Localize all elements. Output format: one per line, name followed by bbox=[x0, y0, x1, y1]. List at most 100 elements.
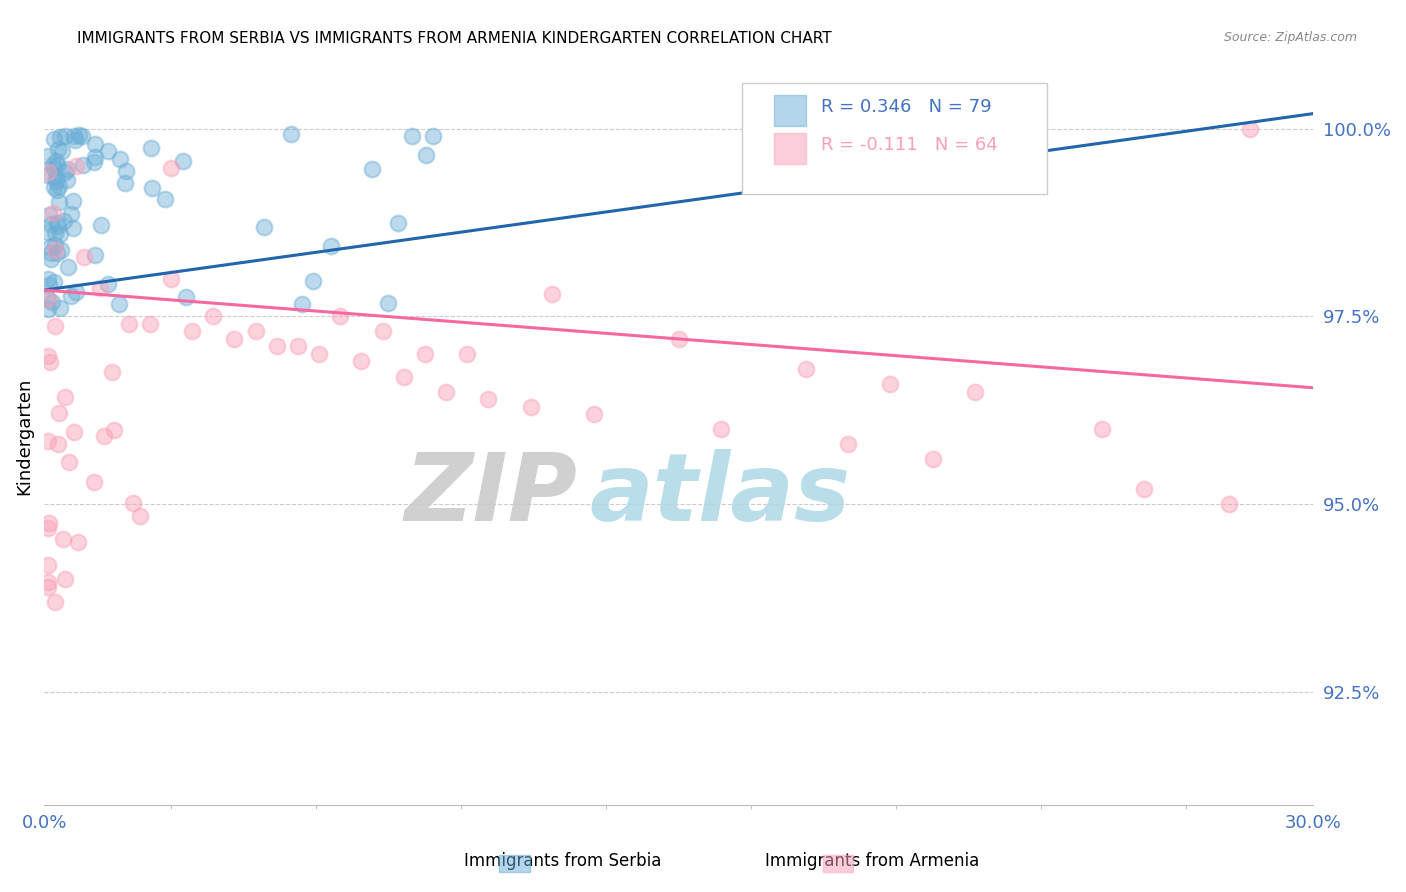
Point bbox=[308, 347, 330, 361]
Text: ZIP: ZIP bbox=[405, 450, 576, 541]
Point bbox=[58, 455, 80, 469]
Text: Immigrants from Armenia: Immigrants from Armenia bbox=[765, 852, 979, 870]
Point bbox=[72, 158, 94, 172]
Point bbox=[60, 207, 83, 221]
Point bbox=[160, 161, 183, 176]
Point bbox=[45, 174, 67, 188]
Point bbox=[519, 400, 541, 414]
Point bbox=[121, 496, 143, 510]
Point bbox=[329, 310, 352, 324]
Point bbox=[371, 325, 394, 339]
Point bbox=[70, 129, 93, 144]
Point bbox=[837, 437, 859, 451]
Point bbox=[921, 452, 943, 467]
Point bbox=[42, 205, 65, 219]
Point bbox=[51, 144, 73, 158]
Point bbox=[37, 575, 59, 590]
Point bbox=[42, 158, 65, 172]
Point bbox=[45, 153, 67, 168]
Point bbox=[1239, 121, 1261, 136]
Point bbox=[62, 194, 84, 208]
Point bbox=[1218, 497, 1240, 511]
Point bbox=[66, 534, 89, 549]
Point bbox=[42, 276, 65, 290]
Point bbox=[387, 216, 409, 230]
Point bbox=[83, 475, 105, 489]
Point bbox=[422, 129, 444, 144]
Point bbox=[37, 301, 59, 316]
Point bbox=[401, 129, 423, 144]
Point bbox=[67, 128, 90, 142]
Point bbox=[118, 317, 141, 331]
Point bbox=[37, 168, 59, 182]
Point bbox=[141, 180, 163, 194]
Point bbox=[350, 354, 373, 368]
FancyBboxPatch shape bbox=[742, 83, 1046, 194]
Point bbox=[101, 365, 124, 379]
Point bbox=[1133, 482, 1156, 496]
Point bbox=[181, 325, 204, 339]
Point bbox=[42, 161, 65, 176]
Y-axis label: Kindergarten: Kindergarten bbox=[15, 378, 32, 495]
Point bbox=[44, 131, 66, 145]
Point bbox=[103, 423, 125, 437]
Text: Source: ZipAtlas.com: Source: ZipAtlas.com bbox=[1223, 31, 1357, 45]
Point bbox=[83, 155, 105, 169]
Point bbox=[794, 362, 817, 376]
Point bbox=[89, 281, 111, 295]
Point bbox=[37, 272, 59, 286]
Point bbox=[319, 239, 342, 253]
Point bbox=[37, 580, 59, 594]
Point bbox=[174, 290, 197, 304]
Point bbox=[266, 339, 288, 353]
Point bbox=[291, 296, 314, 310]
Point bbox=[55, 172, 77, 186]
Point bbox=[37, 434, 59, 448]
Text: IMMIGRANTS FROM SERBIA VS IMMIGRANTS FROM ARMENIA KINDERGARTEN CORRELATION CHART: IMMIGRANTS FROM SERBIA VS IMMIGRANTS FRO… bbox=[77, 31, 832, 46]
Point bbox=[45, 216, 67, 230]
Point bbox=[963, 384, 986, 399]
Point bbox=[73, 250, 96, 264]
Point bbox=[37, 349, 59, 363]
Point bbox=[38, 208, 60, 222]
Point bbox=[44, 226, 66, 240]
Point bbox=[41, 294, 63, 309]
Point bbox=[202, 310, 225, 324]
Point bbox=[37, 165, 59, 179]
Point bbox=[97, 144, 120, 158]
Point bbox=[39, 246, 62, 260]
Point bbox=[668, 332, 690, 346]
Point bbox=[245, 325, 267, 339]
Point bbox=[39, 217, 62, 231]
Point bbox=[48, 219, 70, 233]
Point bbox=[139, 141, 162, 155]
Point bbox=[44, 243, 66, 257]
Point bbox=[160, 272, 183, 286]
Point bbox=[37, 225, 59, 239]
Point bbox=[710, 422, 733, 436]
Point bbox=[83, 136, 105, 151]
Point bbox=[93, 429, 115, 443]
Point bbox=[128, 509, 150, 524]
Point bbox=[38, 516, 60, 530]
Point bbox=[139, 317, 162, 331]
Point bbox=[37, 149, 59, 163]
Point bbox=[49, 244, 72, 258]
Point bbox=[108, 297, 131, 311]
Point bbox=[65, 285, 87, 300]
Point bbox=[45, 170, 67, 185]
Point bbox=[52, 532, 75, 546]
Bar bbox=[773, 133, 806, 164]
Point bbox=[361, 161, 384, 176]
Point bbox=[83, 248, 105, 262]
Point bbox=[90, 219, 112, 233]
Point bbox=[44, 237, 66, 252]
Point bbox=[55, 165, 77, 179]
Point bbox=[434, 384, 457, 399]
Point bbox=[53, 390, 76, 404]
Text: R = 0.346   N = 79: R = 0.346 N = 79 bbox=[821, 98, 991, 116]
Point bbox=[48, 195, 70, 210]
Point bbox=[62, 129, 84, 144]
Point bbox=[287, 339, 309, 353]
Point bbox=[1091, 422, 1114, 436]
